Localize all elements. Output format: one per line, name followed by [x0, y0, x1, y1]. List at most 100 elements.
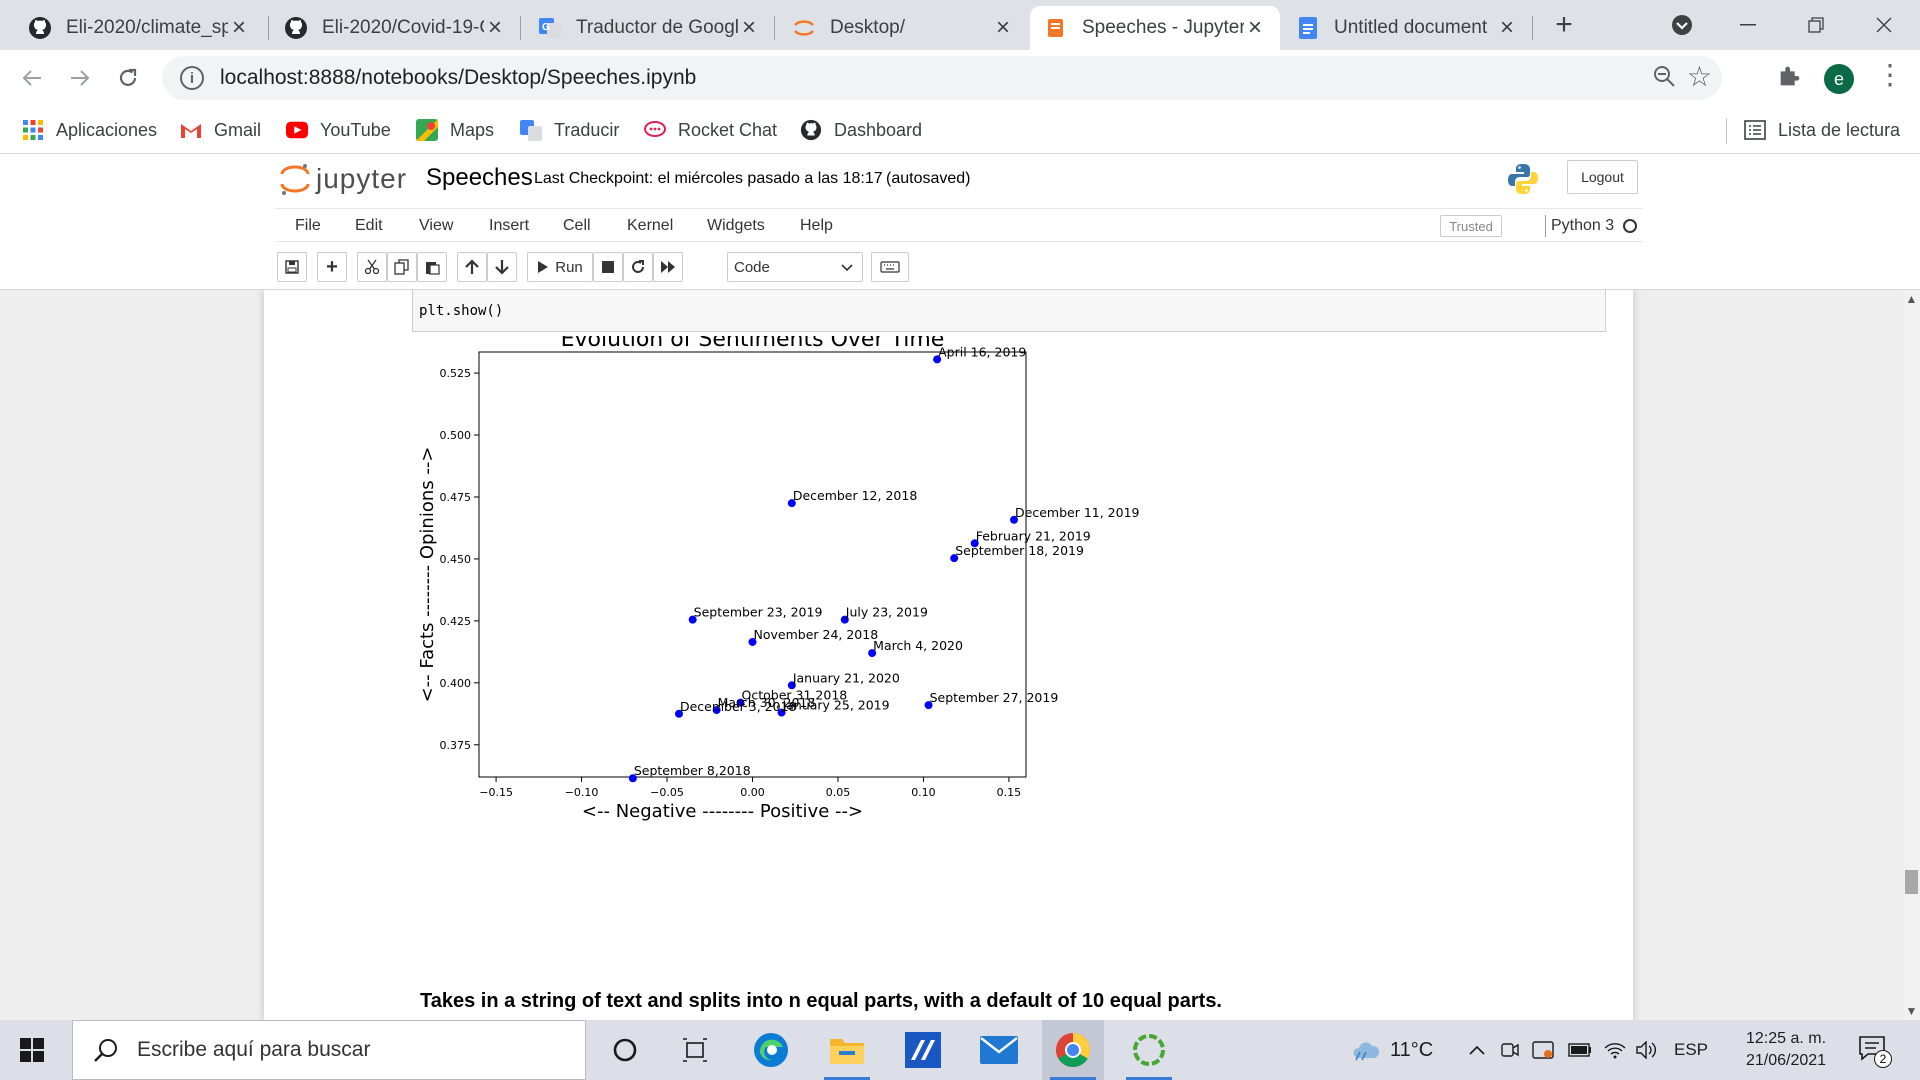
close-icon[interactable]: × — [995, 14, 1010, 41]
bookmark-youtube[interactable]: YouTube — [286, 116, 391, 144]
tab-search-button[interactable] — [1662, 8, 1702, 42]
tab-title: Eli-2020/climate_sp — [66, 17, 228, 38]
more-menu-icon[interactable]: ⋮ — [1876, 59, 1904, 90]
tab-desktop[interactable]: Desktop/ × — [778, 6, 1028, 50]
logout-button[interactable]: Logout — [1567, 160, 1638, 194]
data-point — [777, 708, 786, 717]
taskbar-file-explorer[interactable] — [816, 1020, 878, 1080]
meet-now-icon[interactable] — [1500, 1020, 1520, 1080]
restore-button[interactable] — [1796, 8, 1836, 42]
code-line[interactable]: plt.show() — [419, 303, 504, 319]
new-tab-button[interactable]: + — [1555, 8, 1573, 41]
forward-button[interactable] — [62, 60, 98, 96]
kernel-name[interactable]: Python 3 — [1551, 217, 1615, 234]
data-point — [628, 774, 637, 783]
move-up-button[interactable] — [457, 252, 487, 282]
edge-icon — [754, 1033, 788, 1067]
move-down-button[interactable] — [487, 252, 517, 282]
tab-speeches-jupyter[interactable]: Speeches - Jupyter × — [1030, 6, 1280, 50]
menu-widgets[interactable]: Widgets — [707, 217, 765, 234]
zoom-icon[interactable] — [1652, 64, 1676, 93]
menu-kernel[interactable]: Kernel — [627, 217, 674, 234]
bookmark-gmail[interactable]: Gmail — [180, 116, 261, 144]
restart-button[interactable] — [623, 252, 653, 282]
point-label: September 8,2018 — [634, 763, 751, 778]
tab-covid[interactable]: Eli-2020/Covid-19-C × — [270, 6, 520, 50]
cortana-button[interactable] — [594, 1020, 656, 1080]
notebook-area: plt.show() Evolution of Sentiments Over … — [0, 290, 1903, 1020]
tab-climate[interactable]: Eli-2020/climate_sp × — [14, 6, 264, 50]
scroll-up-icon[interactable]: ▲ — [1905, 292, 1918, 306]
jupyter-logo[interactable]: jupyter — [280, 162, 407, 196]
interrupt-button[interactable] — [593, 252, 623, 282]
search-icon — [94, 1039, 117, 1062]
bookmark-rocket-chat[interactable]: Rocket Chat — [644, 116, 777, 144]
run-label: Run — [555, 258, 583, 276]
bookmark-traducir[interactable]: Traducir — [520, 116, 619, 144]
bookmark-aplicaciones[interactable]: Aplicaciones — [22, 116, 157, 144]
cell-type-select[interactable]: Code — [727, 252, 863, 282]
taskbar-clock[interactable]: 12:25 a. m. 21/06/2021 — [1726, 1028, 1846, 1072]
battery-icon[interactable] — [1568, 1020, 1592, 1080]
taskbar-app-blue[interactable] — [892, 1020, 954, 1080]
page-scrollbar[interactable]: ▲ ▼ — [1903, 290, 1920, 1020]
y-tick-label: 0.375 — [440, 739, 472, 752]
minimize-button[interactable] — [1728, 8, 1768, 42]
insert-cell-button[interactable]: + — [317, 252, 347, 282]
notebook-name[interactable]: Speeches — [426, 164, 533, 191]
taskbar-search-box[interactable]: Escribe aquí para buscar — [72, 1020, 586, 1080]
extensions-icon[interactable] — [1776, 62, 1804, 95]
scroll-down-icon[interactable]: ▼ — [1905, 1004, 1918, 1018]
weather-widget[interactable]: 11°C — [1352, 1020, 1433, 1080]
bookmark-maps[interactable]: Maps — [416, 116, 494, 144]
bookmark-dashboard[interactable]: Dashboard — [800, 116, 922, 144]
paste-button[interactable] — [417, 252, 447, 282]
close-icon[interactable]: × — [231, 14, 246, 41]
volume-icon[interactable] — [1636, 1020, 1658, 1080]
menu-edit[interactable]: Edit — [355, 217, 383, 234]
command-palette-button[interactable] — [871, 252, 909, 282]
close-icon[interactable]: × — [1247, 14, 1262, 41]
code-cell[interactable]: plt.show() — [412, 290, 1606, 332]
close-icon[interactable]: × — [741, 14, 756, 41]
taskbar-mail[interactable] — [968, 1020, 1030, 1080]
address-bar[interactable]: i localhost:8888/notebooks/Desktop/Speec… — [162, 56, 1722, 100]
url-text[interactable]: localhost:8888/notebooks/Desktop/Speeche… — [220, 66, 697, 89]
scrollbar-thumb[interactable] — [1905, 870, 1918, 894]
task-view-button[interactable] — [664, 1020, 726, 1080]
tab-google-translate[interactable]: G Traductor de Googl × — [524, 6, 774, 50]
apps-grid-icon — [22, 119, 44, 141]
reading-list-button[interactable]: Lista de lectura — [1744, 116, 1900, 144]
taskbar-chrome[interactable] — [1042, 1020, 1104, 1080]
menu-view[interactable]: View — [419, 217, 454, 234]
info-icon[interactable]: i — [180, 66, 204, 90]
back-button[interactable] — [14, 60, 50, 96]
menu-file[interactable]: File — [295, 217, 321, 234]
wifi-icon[interactable] — [1604, 1020, 1626, 1080]
taskbar-edge[interactable] — [740, 1020, 802, 1080]
cut-button[interactable] — [357, 252, 387, 282]
profile-avatar[interactable]: e — [1824, 64, 1854, 94]
save-button[interactable] — [277, 252, 307, 282]
input-language[interactable]: ESP — [1674, 1040, 1709, 1059]
windows-start-button[interactable] — [20, 1038, 44, 1067]
bookmark-star-icon[interactable]: ☆ — [1686, 61, 1712, 92]
restart-run-all-button[interactable] — [653, 252, 683, 282]
markdown-cell-text[interactable]: Takes in a string of text and splits int… — [420, 990, 1222, 1012]
copy-button[interactable] — [387, 252, 417, 282]
reload-button[interactable] — [110, 60, 146, 96]
trusted-indicator[interactable]: Trusted — [1440, 215, 1502, 237]
app-tray-icon[interactable] — [1532, 1020, 1554, 1080]
close-icon[interactable]: × — [487, 14, 502, 41]
close-window-button[interactable] — [1864, 8, 1904, 42]
tab-untitled-document[interactable]: Untitled document × — [1282, 6, 1532, 50]
run-button[interactable]: Run — [527, 252, 593, 282]
x-tick-label: 0.00 — [740, 786, 765, 799]
menu-insert[interactable]: Insert — [489, 217, 530, 234]
close-icon[interactable]: × — [1499, 14, 1514, 41]
menu-cell[interactable]: Cell — [563, 217, 591, 234]
taskbar-anaconda[interactable] — [1118, 1020, 1180, 1080]
show-hidden-icons[interactable] — [1468, 1020, 1486, 1080]
menu-help[interactable]: Help — [800, 217, 833, 234]
notification-center-button[interactable]: 2 — [1858, 1034, 1892, 1069]
